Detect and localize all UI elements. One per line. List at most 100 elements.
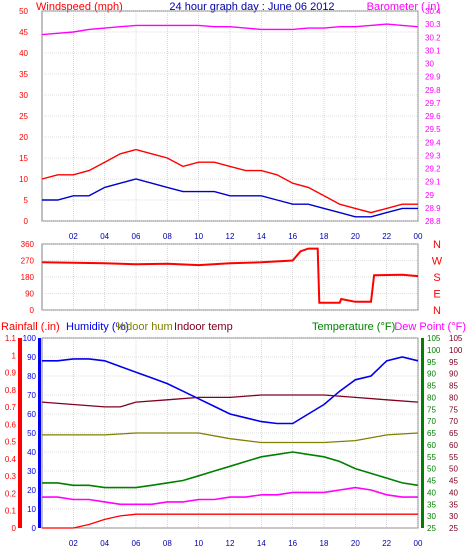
temperature-tick-label: 75 <box>427 405 436 414</box>
x-tick-label-bottom: 20 <box>351 539 360 548</box>
direction-tick-label: 90 <box>25 290 34 299</box>
legend-humidity: Humidity (%) <box>66 321 129 333</box>
rainfall-tick-label: 0.3 <box>5 472 17 481</box>
series-line <box>42 432 419 444</box>
barometer-tick-label: 30.2 <box>425 33 441 42</box>
rainfall-tick-label: 1 <box>12 351 17 360</box>
dewpoint-tick-label: 100 <box>449 346 463 355</box>
windspeed-tick-label: 25 <box>19 112 28 121</box>
x-tick-label-top: 22 <box>382 232 391 241</box>
dewpoint-tick-label: 105 <box>449 334 463 343</box>
dewpoint-tick-label: 35 <box>449 500 458 509</box>
windspeed-tick-label: 20 <box>19 133 28 142</box>
x-tick-label-bottom: 08 <box>163 539 172 548</box>
legend-rainfall: Rainfall (.in) <box>1 321 60 333</box>
x-tick-label-bottom: 02 <box>69 539 78 548</box>
barometer-tick-label: 29.3 <box>425 151 441 160</box>
windspeed-tick-label: 50 <box>19 7 28 16</box>
dewpoint-tick-label: 55 <box>449 453 458 462</box>
windspeed-tick-label: 35 <box>19 70 28 79</box>
rainfall-tick-label: 0.4 <box>5 455 17 464</box>
windspeed-tick-label: 0 <box>24 217 29 226</box>
dewpoint-tick-label: 70 <box>449 417 458 426</box>
x-tick-label-bottom: 22 <box>382 539 391 548</box>
barometer-tick-label: 30.3 <box>425 20 441 29</box>
temperature-tick-label: 55 <box>427 453 436 462</box>
barometer-tick-label: 29.8 <box>425 86 441 95</box>
temperature-tick-label: 50 <box>427 465 436 474</box>
direction-tick-label: 360 <box>21 240 35 249</box>
x-tick-label-bottom: 12 <box>226 539 235 548</box>
wind_avg-line <box>42 178 418 218</box>
x-tick-label-bottom: 14 <box>257 539 266 548</box>
barometer-tick-label: 29 <box>425 191 434 200</box>
barometer-tick-label: 30.4 <box>425 7 441 16</box>
rainfall-tick-label: 0 <box>12 524 17 533</box>
windspeed-tick-label: 15 <box>19 154 28 163</box>
x-tick-label-top: 12 <box>226 232 235 241</box>
dewpoint-tick-label: 45 <box>449 477 458 486</box>
dewpoint-tick-label: 75 <box>449 405 458 414</box>
humidity-tick-label: 40 <box>27 448 36 457</box>
compass-label: E <box>433 289 440 301</box>
temperature-tick-label: 105 <box>427 334 441 343</box>
x-tick-label-top: 10 <box>194 232 203 241</box>
temperature-tick-label: 95 <box>427 358 436 367</box>
temperature-tick-label: 35 <box>427 500 436 509</box>
windspeed-tick-label: 10 <box>19 175 28 184</box>
direction-tick-label: 180 <box>21 273 35 282</box>
x-tick-label-bottom: 04 <box>100 539 109 548</box>
x-tick-label-top: 02 <box>69 232 78 241</box>
x-tick-label-bottom: 10 <box>194 539 203 548</box>
temperature-tick-label: 40 <box>427 488 436 497</box>
humidity-tick-label: 80 <box>27 372 36 381</box>
series-line <box>42 356 419 425</box>
barometer-tick-label: 29.6 <box>425 112 441 121</box>
barometer-tick-label: 29.4 <box>425 138 441 147</box>
humidity-tick-label: 50 <box>27 429 36 438</box>
dewpoint-tick-label: 50 <box>449 465 458 474</box>
rainfall-tick-label: 0.1 <box>5 507 17 516</box>
legend-temperature: Temperature (°F) <box>312 321 395 333</box>
windspeed-tick-label: 40 <box>19 49 28 58</box>
temperature-tick-label: 65 <box>427 429 436 438</box>
barometer-tick-label: 30 <box>425 60 434 69</box>
windspeed-tick-label: 5 <box>24 196 29 205</box>
compass-label: N <box>433 239 441 251</box>
barometer-tick-label: 29.9 <box>425 73 441 82</box>
dewpoint-tick-label: 80 <box>449 393 458 402</box>
hum-axis-bar <box>38 338 41 528</box>
temperature-tick-label: 85 <box>427 382 436 391</box>
barometer-tick-label: 29.2 <box>425 165 441 174</box>
rainfall-tick-label: 0.7 <box>5 403 17 412</box>
dewpoint-tick-label: 40 <box>449 488 458 497</box>
humidity-tick-label: 90 <box>27 353 36 362</box>
temperature-tick-label: 45 <box>427 477 436 486</box>
barometer-tick-label: 28.9 <box>425 204 441 213</box>
x-tick-label-top: 18 <box>320 232 329 241</box>
humidity-tick-label: 20 <box>27 486 36 495</box>
rainfall-tick-label: 0.6 <box>5 420 17 429</box>
series-line <box>42 486 418 506</box>
x-tick-label-top: 20 <box>351 232 360 241</box>
dewpoint-tick-label: 30 <box>449 512 458 521</box>
dewpoint-tick-label: 85 <box>449 382 458 391</box>
grid <box>42 10 419 529</box>
windspeed-tick-label: 30 <box>19 91 28 100</box>
rainfall-tick-label: 0.9 <box>5 369 17 378</box>
humidity-tick-label: 30 <box>27 467 36 476</box>
humidity-tick-label: 60 <box>27 410 36 419</box>
wind-direction-line <box>41 247 419 304</box>
x-tick-label-top: 00 <box>414 232 423 241</box>
dewpoint-tick-label: 60 <box>449 441 458 450</box>
temperature-tick-label: 70 <box>427 417 436 426</box>
humidity-tick-label: 0 <box>32 524 37 533</box>
x-tick-label-top: 06 <box>132 232 141 241</box>
temperature-tick-label: 80 <box>427 393 436 402</box>
dewpoint-tick-label: 90 <box>449 370 458 379</box>
series-line <box>42 513 418 529</box>
rainfall-tick-label: 1.1 <box>5 334 17 343</box>
tick-labels: 0202040406060808101012121414161618182020… <box>5 7 463 548</box>
